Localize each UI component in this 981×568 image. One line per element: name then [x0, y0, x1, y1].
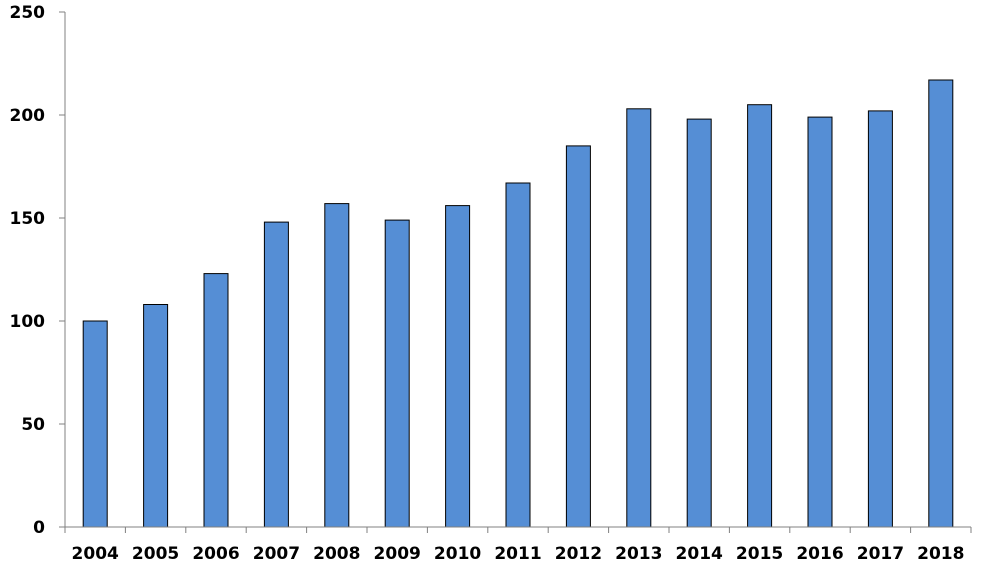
x-tick-label-2008: 2008	[313, 544, 360, 564]
x-tick-label-2007: 2007	[253, 544, 300, 564]
bar-2007	[263, 221, 289, 528]
axes-layer	[59, 11, 972, 533]
y-tick-label-100: 100	[10, 312, 46, 332]
bar-2017	[867, 110, 893, 528]
bar-2011	[505, 182, 531, 528]
bar-2014	[686, 118, 712, 528]
bar-2005	[143, 304, 169, 528]
x-tick-label-2009: 2009	[374, 544, 421, 564]
x-tick-label-2018: 2018	[917, 544, 964, 564]
bar-2004	[82, 320, 108, 528]
x-tick-label-2006: 2006	[192, 544, 239, 564]
x-tick-label-2017: 2017	[857, 544, 904, 564]
x-tick-label-2014: 2014	[676, 544, 723, 564]
y-tick-label-150: 150	[10, 209, 46, 229]
x-tick-label-2011: 2011	[494, 544, 541, 564]
x-tick-label-2010: 2010	[434, 544, 481, 564]
bar-2015	[747, 104, 773, 528]
y-tick-label-250: 250	[10, 3, 46, 23]
y-tick-label-50: 50	[21, 415, 45, 435]
bar-2018	[928, 79, 954, 528]
y-tick-label-200: 200	[10, 106, 46, 126]
bar-2012	[565, 145, 591, 528]
bar-2016	[807, 116, 833, 528]
x-tick-label-2016: 2016	[796, 544, 843, 564]
x-tick-label-2013: 2013	[615, 544, 662, 564]
x-tick-label-2015: 2015	[736, 544, 783, 564]
labels-layer: 0 50 100 150 200 250 2004 2005 2006 2007 2008 2009 2…	[10, 3, 965, 564]
y-tick-label-0: 0	[33, 518, 45, 538]
bars-layer	[82, 79, 954, 528]
bar-2008	[324, 203, 350, 528]
x-tick-label-2012: 2012	[555, 544, 602, 564]
bar-2009	[384, 219, 410, 528]
bar-2013	[626, 108, 652, 528]
x-tick-label-2005: 2005	[132, 544, 179, 564]
bar-2006	[203, 273, 229, 528]
x-tick-label-2004: 2004	[72, 544, 119, 564]
bar-2010	[445, 205, 471, 528]
